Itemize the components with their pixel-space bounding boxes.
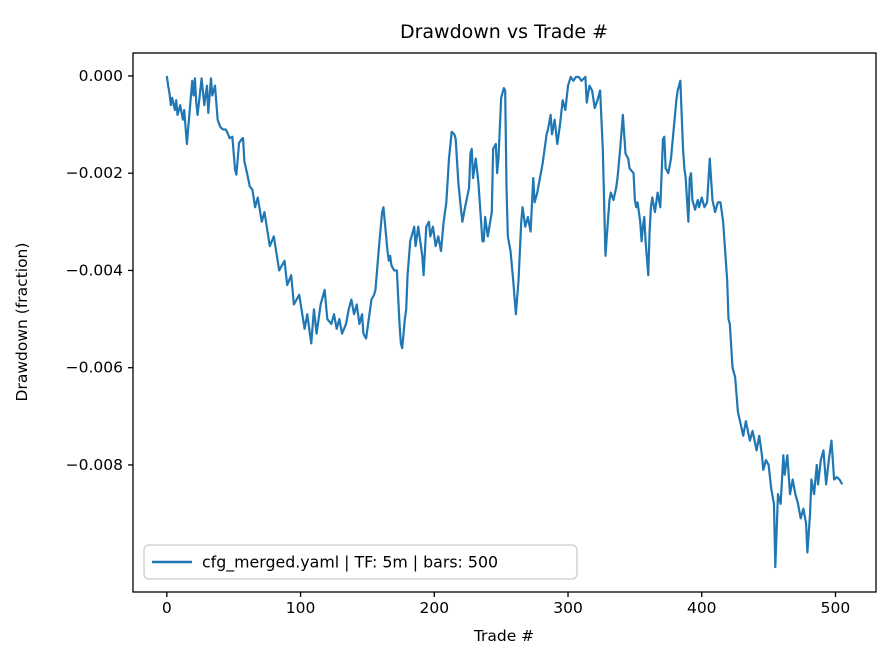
x-tick-label: 100	[286, 599, 316, 617]
x-tick-label: 400	[687, 599, 717, 617]
y-tick-label: −0.004	[66, 261, 123, 279]
series-lines	[165, 75, 844, 569]
y-tick-label: −0.002	[66, 164, 123, 182]
chart-title: Drawdown vs Trade #	[400, 21, 608, 43]
plot-area	[133, 53, 876, 592]
x-axis-label: Trade #	[473, 627, 534, 645]
x-tick-label: 0	[162, 599, 172, 617]
x-tick-label: 300	[553, 599, 583, 617]
y-tick-label: −0.006	[66, 359, 123, 377]
legend-label: cfg_merged.yaml | TF: 5m | bars: 500	[202, 553, 498, 573]
x-tick-label: 200	[419, 599, 449, 617]
y-axis-label: Drawdown (fraction)	[13, 243, 31, 402]
y-tick-label: −0.008	[66, 456, 123, 474]
axes-spines	[132, 52, 877, 593]
y-tick-label: 0.000	[79, 67, 123, 85]
legend-box	[143, 544, 578, 580]
legend: cfg_merged.yaml | TF: 5m | bars: 500	[143, 544, 578, 580]
x-tick-label: 500	[821, 599, 851, 617]
y-axis-ticks: 0.000 −0.002 −0.004 −0.006 −0.008	[66, 67, 133, 474]
drawdown-line	[165, 75, 844, 569]
x-axis-ticks: 0 100 200 300 400 500	[162, 592, 850, 617]
